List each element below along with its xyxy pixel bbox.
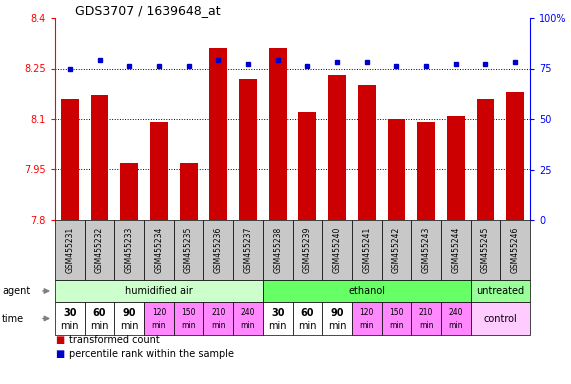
Bar (328, 75, 346, 220)
Bar (447, 116, 465, 220)
Text: 240: 240 (241, 308, 255, 317)
Text: 60: 60 (300, 308, 314, 318)
Text: 30: 30 (271, 308, 284, 318)
Text: ■: ■ (55, 335, 65, 345)
Text: min: min (389, 321, 404, 330)
Text: GSM455231: GSM455231 (65, 227, 74, 273)
Text: percentile rank within the sample: percentile rank within the sample (69, 349, 234, 359)
Text: min: min (120, 321, 139, 331)
Text: min: min (152, 321, 166, 330)
Text: 240: 240 (449, 308, 463, 317)
Text: min: min (419, 321, 433, 330)
Text: 30: 30 (63, 308, 77, 318)
Bar (239, 79, 257, 220)
Text: min: min (268, 321, 287, 331)
Text: min: min (61, 321, 79, 331)
Text: GDS3707 / 1639648_at: GDS3707 / 1639648_at (75, 4, 220, 17)
Bar (210, 48, 227, 220)
Text: time: time (2, 313, 24, 323)
Text: GSM455245: GSM455245 (481, 227, 490, 273)
Text: 150: 150 (389, 308, 404, 317)
Text: min: min (182, 321, 196, 330)
Text: GSM455243: GSM455243 (421, 227, 431, 273)
Text: GSM455235: GSM455235 (184, 227, 193, 273)
Text: min: min (90, 321, 109, 331)
Text: GSM455244: GSM455244 (451, 227, 460, 273)
Text: 90: 90 (330, 308, 344, 318)
Text: agent: agent (2, 286, 30, 296)
Text: 210: 210 (419, 308, 433, 317)
Text: GSM455237: GSM455237 (243, 227, 252, 273)
Text: GSM455241: GSM455241 (362, 227, 371, 273)
Text: GSM455240: GSM455240 (332, 227, 341, 273)
Bar (358, 85, 376, 220)
Bar (269, 48, 287, 220)
Text: min: min (211, 321, 226, 330)
Text: min: min (298, 321, 316, 331)
Text: 60: 60 (93, 308, 106, 318)
Text: untreated: untreated (476, 286, 524, 296)
Text: GSM455236: GSM455236 (214, 227, 223, 273)
Text: GSM455239: GSM455239 (303, 227, 312, 273)
Text: humidified air: humidified air (125, 286, 193, 296)
Bar (477, 99, 494, 220)
Bar (388, 119, 405, 220)
Text: GSM455246: GSM455246 (510, 227, 520, 273)
Text: GSM455242: GSM455242 (392, 227, 401, 273)
Bar (91, 96, 108, 220)
Text: GSM455232: GSM455232 (95, 227, 104, 273)
Text: GSM455234: GSM455234 (154, 227, 163, 273)
Text: ethanol: ethanol (348, 286, 385, 296)
Text: min: min (241, 321, 255, 330)
Bar (61, 99, 79, 220)
Text: min: min (449, 321, 463, 330)
Bar (120, 163, 138, 220)
Text: control: control (484, 313, 517, 323)
Bar (506, 92, 524, 220)
Text: transformed count: transformed count (69, 335, 160, 345)
Bar (417, 122, 435, 220)
Bar (299, 112, 316, 220)
Text: 150: 150 (182, 308, 196, 317)
Bar (180, 163, 198, 220)
Text: 120: 120 (360, 308, 374, 317)
Text: min: min (328, 321, 346, 331)
Text: ■: ■ (55, 349, 65, 359)
Text: 90: 90 (122, 308, 136, 318)
Bar (150, 122, 168, 220)
Text: GSM455238: GSM455238 (273, 227, 282, 273)
Text: 210: 210 (211, 308, 226, 317)
Text: min: min (360, 321, 374, 330)
Text: 120: 120 (152, 308, 166, 317)
Text: GSM455233: GSM455233 (124, 227, 134, 273)
